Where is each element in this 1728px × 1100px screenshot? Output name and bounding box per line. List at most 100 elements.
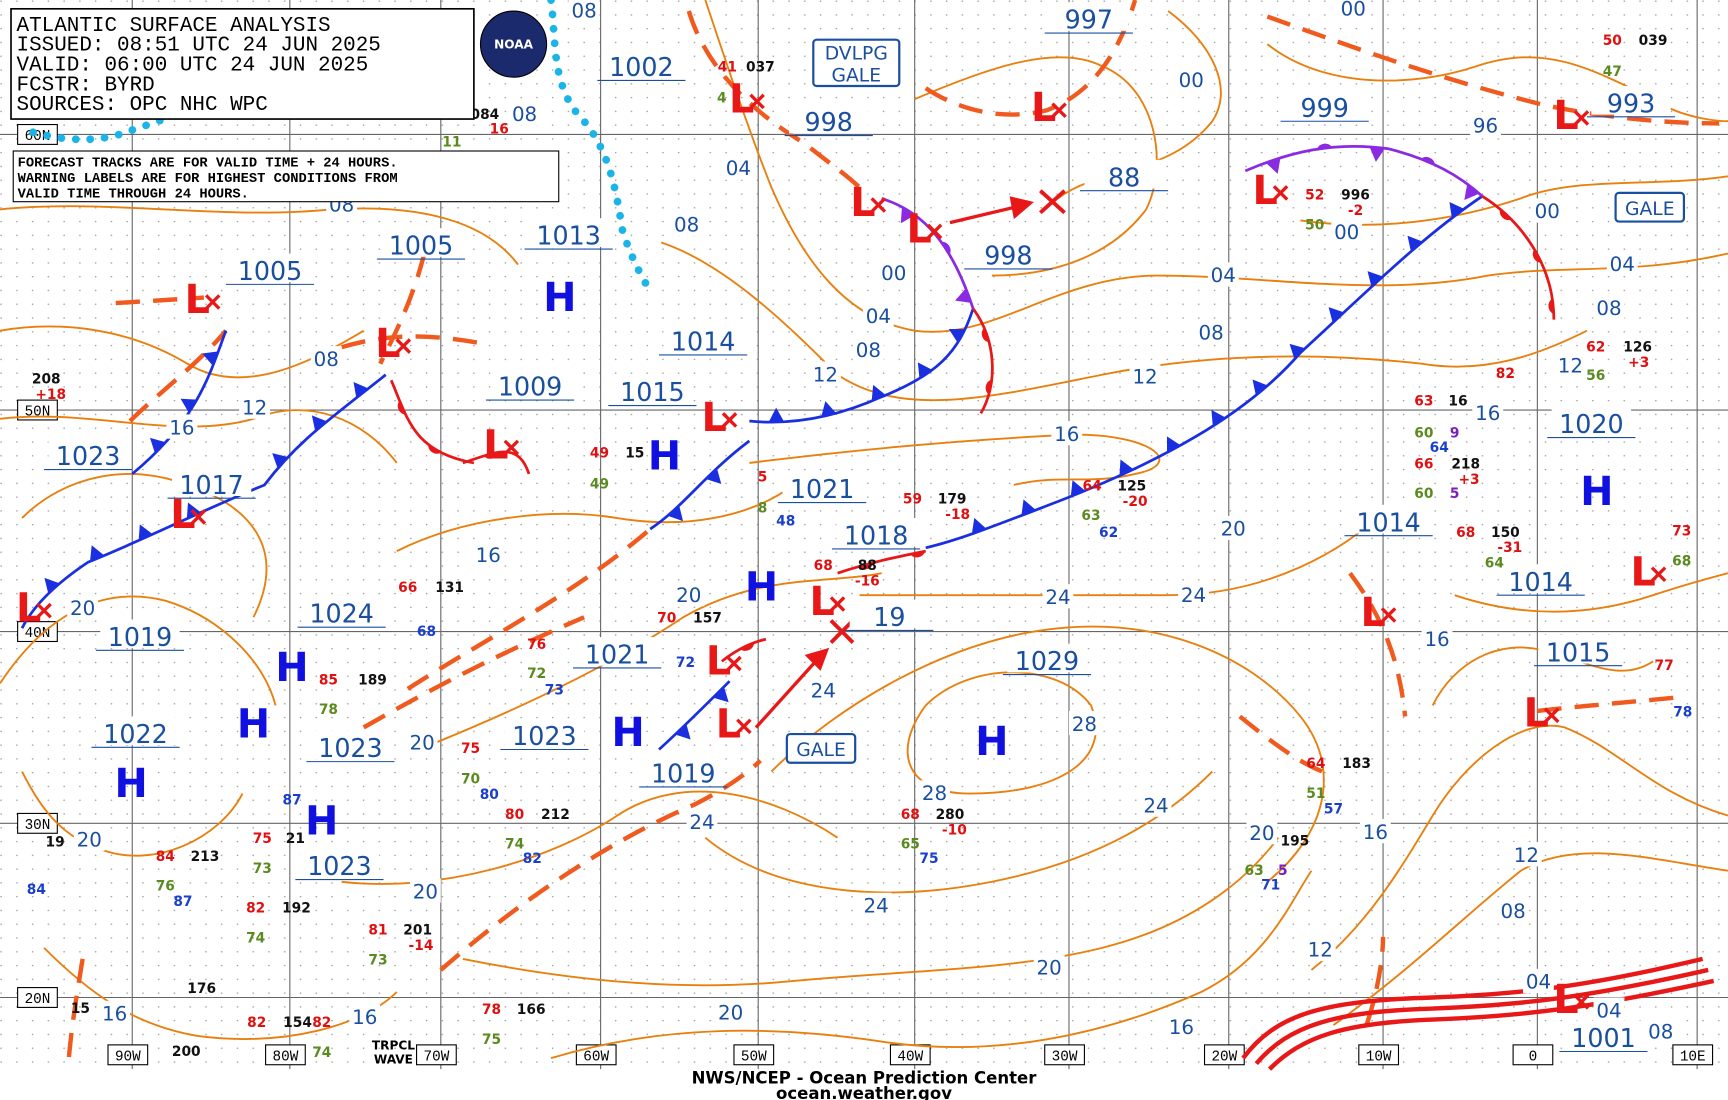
isobar-label-bg (568, 0, 600, 23)
warning-box (1614, 191, 1686, 223)
isobar-label-bg (1207, 262, 1239, 287)
isobar-label: 16 (1169, 1016, 1194, 1039)
station-value: 176 (187, 981, 216, 997)
pressure-label-bg (1563, 1020, 1644, 1050)
low-x (1573, 994, 1590, 1010)
station-value: 59 (903, 492, 922, 508)
isobar-label-bg (715, 999, 747, 1024)
troughs (66, 0, 1720, 1064)
low-center: L (16, 586, 41, 632)
low-x (1051, 102, 1067, 119)
station-value: 16 (490, 121, 509, 137)
pressure-label: 1005 (389, 231, 453, 261)
isobar-label: 28 (1072, 713, 1097, 736)
pressure-label-bg (1049, 2, 1129, 31)
station-value: 85 (319, 672, 338, 688)
front-triangle (44, 577, 60, 594)
isobar-label: 12 (1558, 355, 1583, 378)
low-x (1272, 185, 1289, 201)
header-sources: SOURCES: OPC NHC WPC (17, 94, 268, 117)
station-value: 195 (1281, 833, 1310, 849)
low-center: L (706, 639, 731, 685)
pressure-label-bg (789, 104, 869, 134)
pressure-label: 1023 (307, 851, 371, 881)
isobar-label-bg (810, 361, 841, 386)
front-triangle (1070, 480, 1086, 497)
station-value: 63 (1081, 508, 1100, 524)
footer-agency: NWS/NCEP - Ocean Prediction Center (692, 1068, 1038, 1087)
isobar-label: 24 (1181, 584, 1206, 607)
pressure-label-bg (100, 619, 180, 649)
isobar-label-bg (722, 155, 754, 180)
station-value: 87 (173, 894, 192, 910)
low-center: L (1553, 93, 1578, 139)
note-line: VALID TIME THROUGH 24 HOURS. (18, 187, 249, 202)
isobar-label-bg (1178, 581, 1209, 607)
low-center: L (1361, 590, 1386, 636)
isobar-label-bg (1606, 251, 1638, 276)
isobar-label-bg (1033, 954, 1065, 979)
isobar-label: 20 (676, 584, 701, 607)
isobar-label-bg (1497, 898, 1529, 923)
front-triangle (1407, 235, 1423, 252)
forecast-tracks (754, 189, 1066, 729)
pressure-label-bg (299, 848, 380, 878)
front (925, 195, 1484, 550)
station-value: 75 (482, 1032, 501, 1048)
isobar-label: 12 (1132, 366, 1157, 389)
low-center: L (375, 321, 400, 367)
isobar-label: 12 (1514, 844, 1539, 867)
pressure-label-bg (230, 253, 310, 283)
isobar-label: 16 (102, 1003, 127, 1026)
front-semicircle (397, 400, 406, 415)
isobar-label: 20 (77, 828, 102, 851)
lat-label: 50N (25, 405, 51, 421)
station-value: 280 (936, 807, 965, 823)
isobar-label: 16 (352, 1006, 377, 1029)
low-center: L (1631, 549, 1656, 595)
station-value: 189 (358, 672, 387, 688)
isobar-label: 16 (1363, 821, 1388, 844)
pressure-label: 19 (873, 602, 905, 632)
station-value: 157 (693, 611, 722, 627)
low-x (1543, 707, 1560, 724)
lon-label-box (1358, 1044, 1400, 1066)
lon-label: 0 (1529, 1049, 1538, 1065)
warning-label: DVLPG (825, 44, 888, 65)
isobar-label: 12 (1308, 939, 1333, 962)
station-value: 63 (1245, 863, 1264, 879)
lon-label: 20W (1211, 1049, 1237, 1065)
front-triangle (705, 468, 722, 484)
pressure-label-bg (528, 218, 609, 247)
station-value: 68 (1456, 525, 1475, 541)
low-x (829, 596, 846, 612)
low-center: L (170, 492, 195, 538)
front (462, 450, 531, 475)
front-triangle (1367, 271, 1383, 287)
station-value: +3 (1628, 355, 1649, 371)
station-value: 039 (1639, 33, 1668, 49)
isobar-label-bg (852, 337, 884, 362)
station-value: 78 (319, 702, 338, 718)
pressure-label: 1019 (651, 759, 715, 789)
isobar-label-bg (67, 595, 99, 620)
station-value: 48 (776, 514, 795, 530)
front-triangle (871, 384, 886, 402)
pressure-label-bg (1538, 634, 1618, 664)
pressure-label: 1005 (238, 256, 302, 286)
front-triangle (900, 206, 915, 224)
pressure-label-bg (849, 599, 930, 629)
station-value: 68 (901, 807, 920, 823)
station-value: 201 (403, 923, 432, 939)
isobar-label: 00 (1341, 0, 1366, 20)
warning-label: GALE (1625, 199, 1675, 220)
pressure-label: 1001 (1571, 1023, 1635, 1053)
isobar-label-bg (807, 677, 839, 703)
pressure-label: 997 (1065, 5, 1113, 35)
isobar-label-bg (1510, 842, 1542, 867)
isobar-label-bg (671, 211, 702, 236)
station-value: -2 (1348, 203, 1363, 219)
front-triangle (821, 401, 837, 417)
low-x (395, 338, 412, 354)
